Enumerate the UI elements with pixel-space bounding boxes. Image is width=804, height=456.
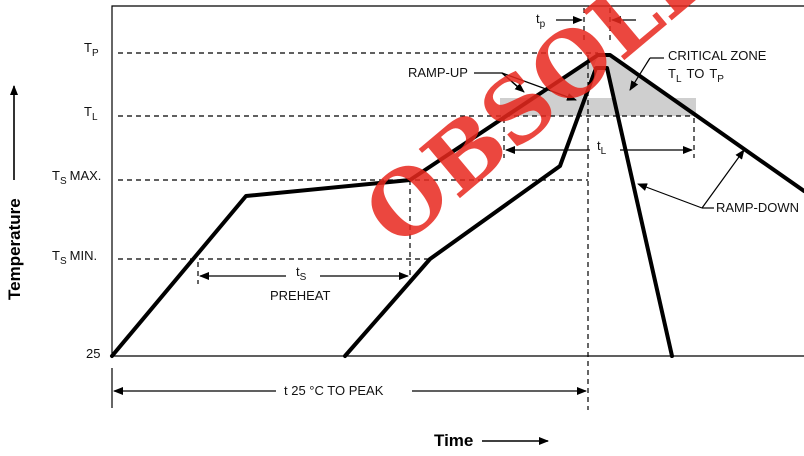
tp-label: TP — [84, 40, 99, 59]
ramp-up-arrow-1 — [501, 72, 525, 93]
critical-zone-arrow — [629, 57, 651, 91]
critical-zone-range: TL TO TP — [668, 66, 724, 85]
tl-label: TL — [84, 104, 98, 123]
critical-zone-label: CRITICAL ZONE — [668, 48, 767, 63]
y-axis-title: Temperature — [5, 198, 24, 300]
max-profile-curve — [110, 53, 804, 358]
tp-duration-label: tp — [536, 11, 546, 30]
ramp-up-label: RAMP-UP — [408, 65, 468, 80]
ts-duration-label: tS — [296, 264, 307, 283]
ambient-label: 25 — [86, 346, 100, 361]
tsmin-label: TS MIN. — [52, 248, 97, 267]
ramp-down-arrow-1 — [701, 149, 745, 209]
ramp-down-label: RAMP-DOWN — [716, 200, 799, 215]
x-axis-title: Time — [434, 431, 473, 450]
t25-to-peak-label: t 25 °C TO PEAK — [284, 383, 384, 398]
ramp-up-arrow-2 — [501, 72, 577, 101]
tsmax-label: TS MAX. — [52, 168, 101, 187]
tl-duration-label: tL — [597, 138, 607, 157]
min-profile-curve — [343, 66, 674, 358]
ramp-down-arrow-2 — [637, 183, 703, 209]
preheat-label: PREHEAT — [270, 288, 330, 303]
plot-frame — [111, 5, 804, 356]
critical-zone-fill — [500, 98, 696, 116]
obsolete-watermark: OBSOLETE — [345, 0, 804, 266]
